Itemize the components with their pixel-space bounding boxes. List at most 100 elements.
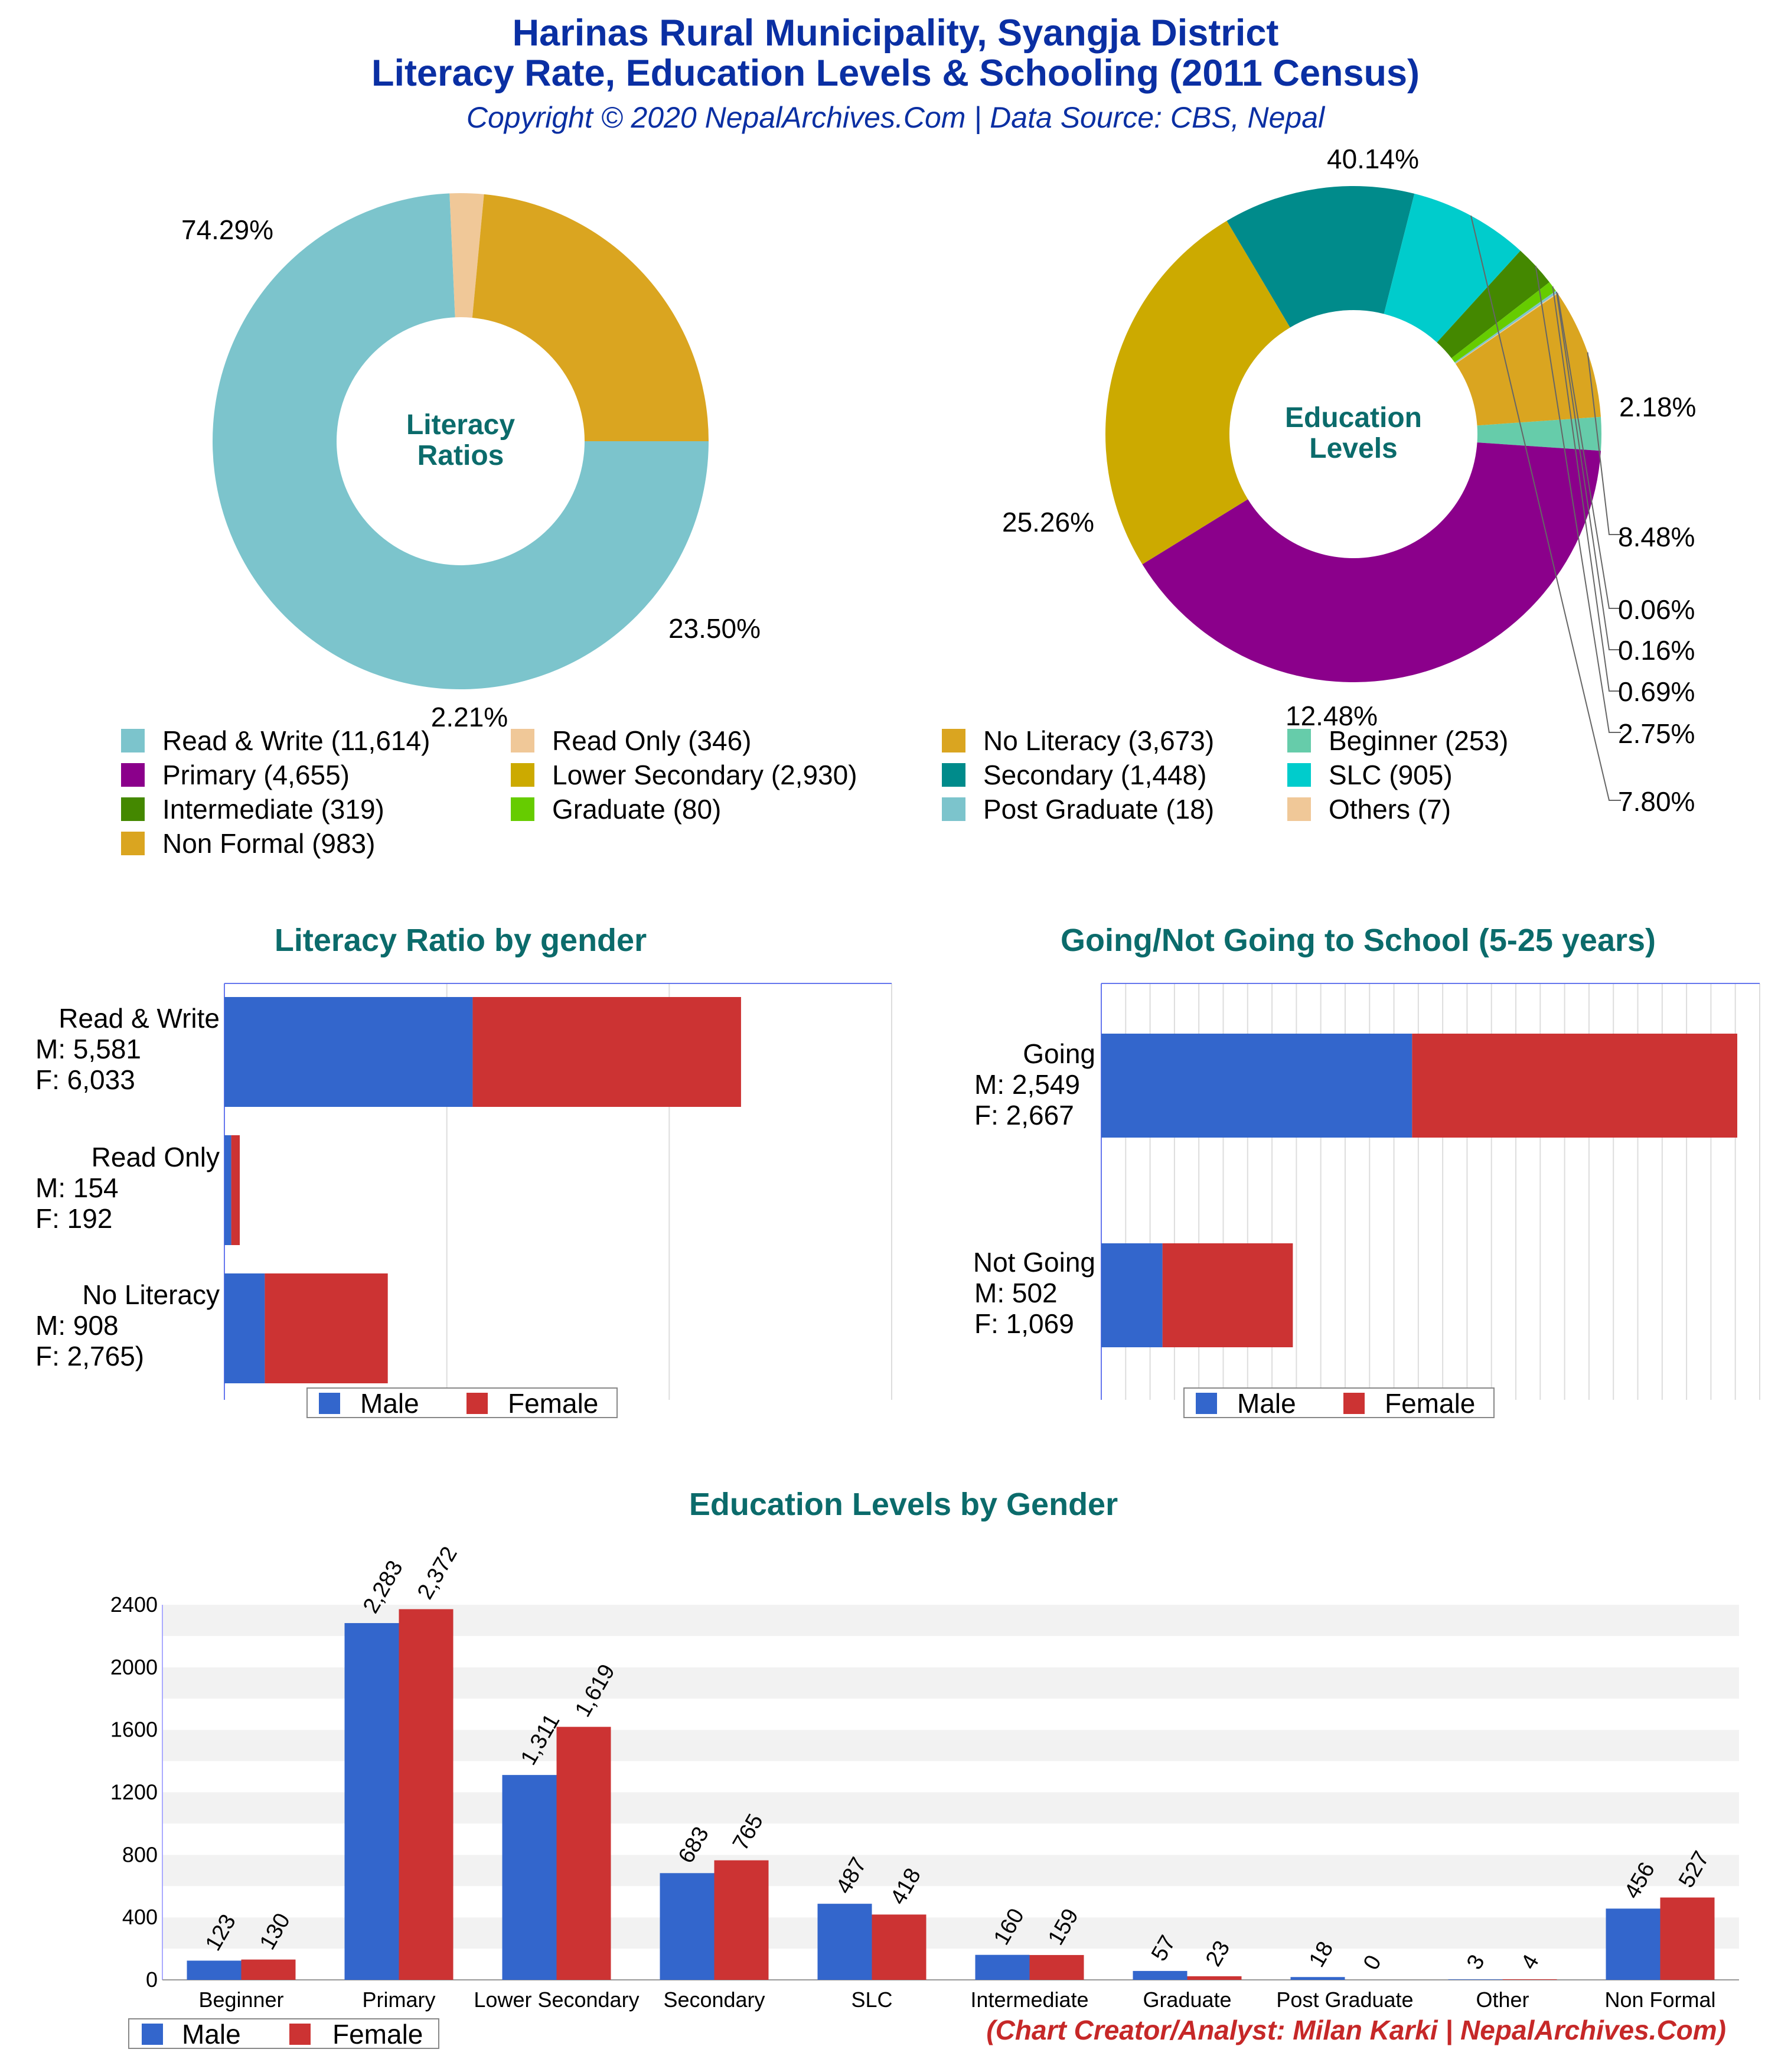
bar-slc-male	[817, 1904, 872, 1980]
legend-swatch-read-only	[511, 729, 534, 752]
bar-read-write-female	[472, 997, 741, 1107]
bar-primary-female	[399, 1609, 454, 1980]
pie-slice-primary	[1142, 442, 1601, 682]
bar-lower-secondary-male	[502, 1775, 557, 1980]
bar-primary-male	[344, 1623, 399, 1980]
bar-going-female	[1412, 1034, 1738, 1138]
y-tick-label: 2000	[110, 1655, 158, 1679]
leader-line	[1552, 286, 1621, 692]
category-label: F: 1,069	[974, 1308, 1074, 1339]
donut-center-label: Ratios	[417, 440, 504, 471]
bar-beginner-female	[241, 1959, 296, 1980]
legend-swatch-male	[1196, 1393, 1217, 1414]
bar-read-write-male	[224, 997, 473, 1107]
legend-swatch-no-literacy	[942, 729, 965, 752]
x-tick-label: Post Graduate	[1276, 1988, 1413, 2012]
legend-box	[1183, 1387, 1495, 1418]
pie-slice-non-formal	[1456, 294, 1601, 426]
category-label: M: 2,549	[974, 1069, 1080, 1100]
legend-swatch-post-graduate	[942, 797, 965, 821]
bar-non-formal-male	[1606, 1908, 1660, 1980]
pie-slice-no-literacy	[472, 194, 709, 441]
bar-no-literacy-male	[224, 1273, 265, 1383]
pie-slice-read-only	[449, 193, 484, 318]
x-tick-label: Primary	[363, 1988, 436, 2012]
bar-secondary-female	[714, 1860, 769, 1980]
pie-slice-read-write	[213, 193, 709, 690]
donut-center-label: Literacy	[406, 409, 515, 441]
pie-pct-label: 8.48%	[1618, 522, 1695, 552]
pie-pct-label: 0.06%	[1618, 594, 1695, 625]
legend-label-female: Female	[332, 2019, 423, 2050]
x-tick-label: Beginner	[198, 1988, 283, 2012]
legend-label-read-write: Read & Write (11,614)	[162, 725, 430, 756]
bar-slc-female	[872, 1914, 927, 1980]
legend-swatch-others	[1287, 797, 1311, 821]
vbar-title: Education Levels by Gender	[689, 1487, 1118, 1522]
pie-slice-lower-secondary	[1105, 220, 1290, 565]
y-tick-label: 1200	[110, 1780, 158, 1804]
x-tick-label: Graduate	[1143, 1988, 1231, 2012]
data-label: 2,372	[413, 1543, 462, 1604]
page-title: Harinas Rural Municipality, Syangja Dist…	[0, 13, 1791, 93]
category-label: M: 154	[35, 1172, 119, 1203]
legend-label-male: Male	[1237, 1388, 1296, 1419]
pie-pct-label: 40.14%	[1327, 144, 1419, 174]
legend-label-post-graduate: Post Graduate (18)	[983, 794, 1214, 825]
legend-swatch-non-formal	[121, 832, 145, 855]
x-tick-label: Secondary	[663, 1988, 765, 2012]
title-line-1: Harinas Rural Municipality, Syangja Dist…	[512, 12, 1279, 54]
donut-center-label: Education	[1285, 402, 1422, 434]
credit-text: (Chart Creator/Analyst: Milan Karki | Ne…	[986, 2015, 1726, 2045]
legend-label-secondary: Secondary (1,448)	[983, 760, 1206, 790]
category-label: F: 2,765)	[35, 1341, 144, 1371]
legend-swatch-beginner	[1287, 729, 1311, 752]
donut-center-label: Levels	[1309, 433, 1397, 464]
pie-pct-label: 7.80%	[1618, 786, 1695, 817]
leader-line	[1557, 293, 1621, 609]
bar-not-going-female	[1162, 1243, 1293, 1347]
legend-label-graduate: Graduate (80)	[552, 794, 721, 825]
y-tick-label: 2400	[110, 1592, 158, 1617]
pie-pct-label: 25.26%	[1002, 507, 1094, 537]
category-label: F: 2,667	[974, 1100, 1074, 1131]
bar-non-formal-female	[1660, 1897, 1715, 1980]
category-label: M: 502	[974, 1278, 1058, 1308]
legend-label-non-formal: Non Formal (983)	[162, 828, 375, 859]
legend-swatch-graduate	[511, 797, 534, 821]
bar-beginner-male	[187, 1960, 242, 1980]
pie-pct-label: 0.69%	[1618, 676, 1695, 707]
x-tick-label: Non Formal	[1604, 1988, 1715, 2012]
pie-slice-others	[1455, 292, 1558, 364]
bar-other-male	[1448, 1979, 1503, 1980]
legend-box	[306, 1387, 618, 1418]
category-label: Read Only	[92, 1142, 220, 1172]
y-tick-label: 0	[146, 1967, 158, 1992]
category-label: Not Going	[973, 1247, 1095, 1278]
x-tick-label: Intermediate	[970, 1988, 1088, 2012]
legend-label-no-literacy: No Literacy (3,673)	[983, 725, 1214, 756]
y-tick-label: 800	[122, 1842, 158, 1866]
category-label: F: 6,033	[35, 1064, 135, 1095]
legend-box	[128, 2018, 439, 2049]
legend-label-slc: SLC (905)	[1329, 760, 1453, 790]
bar-going-male	[1101, 1034, 1412, 1138]
hbar-chart-2: Going/Not Going to School (5-25 years) Go…	[973, 923, 1760, 1419]
category-label: No Literacy	[82, 1279, 220, 1310]
bar-intermediate-male	[975, 1954, 1030, 1980]
bar-graduate-male	[1133, 1970, 1188, 1980]
pie-legend: Read & Write (11,614) Read Only (346) No L…	[121, 725, 1508, 859]
legend-swatch-male	[142, 2024, 163, 2045]
pie-slice-secondary	[1226, 186, 1415, 328]
x-tick-label: SLC	[851, 1988, 892, 2012]
category-label: F: 192	[35, 1203, 112, 1234]
vbar-chart: Education Levels by Gender 0 400 800 1200 160…	[110, 1487, 1739, 2050]
pie-slice-intermediate	[1437, 250, 1549, 359]
hbar-title: Going/Not Going to School (5-25 years)	[1061, 923, 1656, 958]
legend-label-female: Female	[1385, 1388, 1475, 1419]
category-label: Read & Write	[58, 1003, 220, 1034]
hbar-title: Literacy Ratio by gender	[275, 923, 647, 958]
x-tick-label: Lower Secondary	[474, 1988, 639, 2012]
bar-not-going-male	[1101, 1243, 1163, 1347]
